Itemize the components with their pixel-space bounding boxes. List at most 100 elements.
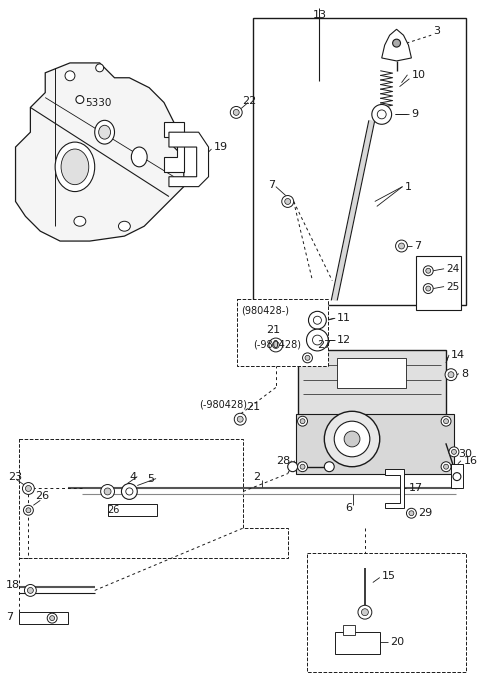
- Circle shape: [307, 329, 328, 351]
- Circle shape: [441, 416, 451, 426]
- Text: 30: 30: [458, 449, 472, 459]
- Text: 22: 22: [242, 95, 256, 106]
- Text: 16: 16: [464, 456, 478, 466]
- Circle shape: [288, 462, 298, 472]
- Text: 10: 10: [411, 70, 425, 80]
- Circle shape: [372, 104, 392, 124]
- Circle shape: [237, 416, 243, 422]
- Circle shape: [444, 418, 448, 424]
- Bar: [335, 632, 380, 654]
- Text: 2: 2: [253, 471, 260, 482]
- Circle shape: [453, 473, 461, 481]
- Circle shape: [282, 196, 294, 207]
- Bar: [253, 19, 466, 305]
- Text: 24: 24: [446, 264, 459, 274]
- Polygon shape: [19, 439, 288, 558]
- Ellipse shape: [99, 126, 110, 139]
- Polygon shape: [384, 469, 405, 508]
- Circle shape: [324, 412, 380, 466]
- Circle shape: [76, 95, 84, 104]
- Bar: [343, 625, 355, 635]
- Circle shape: [104, 488, 111, 495]
- Text: 29: 29: [419, 508, 432, 518]
- Circle shape: [26, 508, 31, 512]
- Circle shape: [23, 482, 35, 495]
- Bar: [19, 612, 68, 624]
- Circle shape: [47, 613, 57, 623]
- Bar: [337, 358, 407, 388]
- Text: 6: 6: [345, 504, 352, 513]
- Circle shape: [233, 110, 239, 115]
- Text: 21: 21: [266, 325, 280, 335]
- Circle shape: [407, 508, 416, 518]
- Circle shape: [361, 608, 368, 615]
- Circle shape: [234, 413, 246, 425]
- Bar: [451, 464, 463, 488]
- Text: 1: 1: [405, 182, 411, 191]
- Ellipse shape: [61, 149, 89, 185]
- Text: 26: 26: [108, 506, 120, 515]
- Circle shape: [230, 106, 242, 119]
- Circle shape: [393, 39, 400, 47]
- Text: 12: 12: [337, 335, 351, 345]
- Circle shape: [344, 431, 360, 447]
- Circle shape: [334, 421, 370, 457]
- Text: 20: 20: [390, 637, 404, 647]
- Ellipse shape: [119, 222, 131, 231]
- Circle shape: [448, 372, 454, 377]
- Circle shape: [444, 464, 448, 469]
- Circle shape: [272, 342, 279, 348]
- Circle shape: [25, 486, 31, 491]
- Text: 27: 27: [317, 340, 332, 350]
- Circle shape: [445, 369, 457, 381]
- Text: 4: 4: [129, 471, 136, 482]
- FancyBboxPatch shape: [237, 300, 328, 366]
- Bar: [308, 553, 466, 672]
- Circle shape: [298, 462, 308, 472]
- Circle shape: [269, 338, 283, 352]
- Text: 23: 23: [9, 471, 23, 482]
- Circle shape: [409, 511, 414, 516]
- Circle shape: [312, 335, 322, 345]
- Text: 7: 7: [268, 180, 275, 189]
- Circle shape: [441, 462, 451, 472]
- Text: (-980428): (-980428): [199, 399, 247, 410]
- Polygon shape: [15, 63, 184, 241]
- Circle shape: [449, 447, 459, 457]
- Circle shape: [423, 265, 433, 276]
- Text: 26: 26: [36, 491, 49, 501]
- Text: 13: 13: [312, 10, 326, 21]
- Text: 8: 8: [461, 368, 468, 379]
- Text: 3: 3: [433, 26, 440, 36]
- Text: 7: 7: [6, 612, 13, 622]
- Ellipse shape: [132, 147, 147, 167]
- Circle shape: [423, 283, 433, 294]
- Text: 25: 25: [446, 281, 459, 292]
- Circle shape: [305, 355, 310, 360]
- Circle shape: [309, 311, 326, 329]
- Bar: [108, 504, 157, 516]
- Text: 15: 15: [382, 571, 396, 580]
- Circle shape: [452, 449, 456, 454]
- Polygon shape: [169, 132, 208, 187]
- Circle shape: [426, 286, 431, 291]
- Circle shape: [300, 418, 305, 424]
- Text: 28: 28: [276, 456, 290, 466]
- Ellipse shape: [55, 142, 95, 191]
- Text: 11: 11: [337, 314, 351, 323]
- Circle shape: [396, 240, 408, 252]
- Bar: [298, 350, 446, 424]
- Text: 5: 5: [147, 473, 154, 484]
- Circle shape: [126, 488, 133, 495]
- Circle shape: [302, 353, 312, 363]
- Polygon shape: [164, 122, 184, 172]
- Text: 17: 17: [408, 484, 422, 493]
- Text: 5330: 5330: [85, 97, 111, 108]
- Circle shape: [24, 506, 33, 515]
- Circle shape: [377, 110, 386, 119]
- Text: 9: 9: [411, 109, 419, 119]
- Circle shape: [101, 484, 115, 499]
- Circle shape: [324, 462, 334, 472]
- Bar: [296, 414, 454, 473]
- Circle shape: [358, 605, 372, 619]
